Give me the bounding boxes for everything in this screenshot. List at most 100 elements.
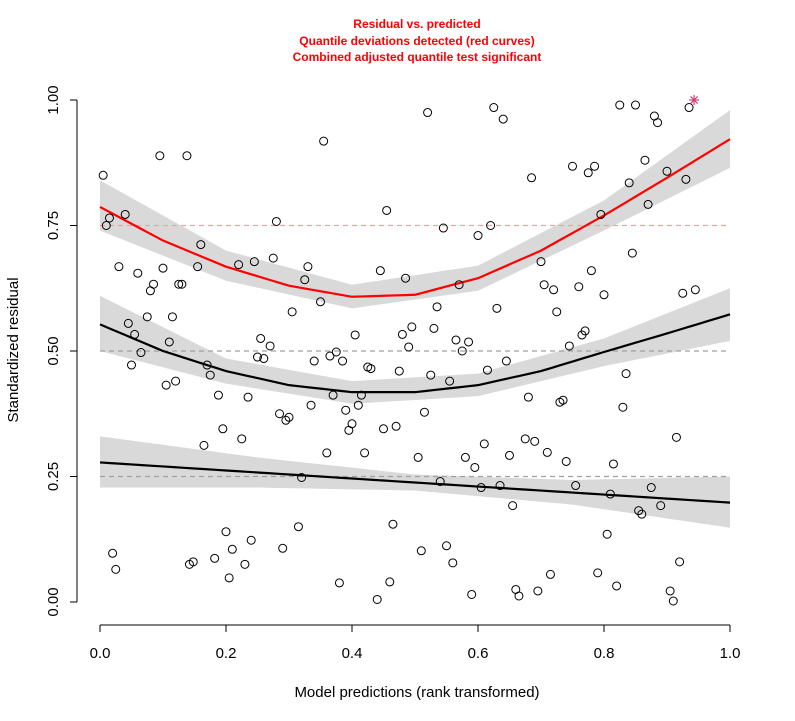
data-point xyxy=(542,447,552,457)
data-point xyxy=(438,223,448,233)
data-point xyxy=(300,275,310,285)
data-point xyxy=(435,477,445,487)
title-line-3: Combined adjusted quantile test signific… xyxy=(293,50,542,64)
y-axis: 0.00 0.25 0.50 0.75 1.00 xyxy=(45,85,78,617)
data-point xyxy=(549,285,559,295)
quantile-fit-q0.25 xyxy=(99,461,731,504)
data-point xyxy=(385,577,395,587)
data-point xyxy=(624,178,634,188)
data-point xyxy=(104,213,114,223)
data-point xyxy=(224,573,234,583)
data-point xyxy=(391,421,401,431)
data-point xyxy=(210,553,220,563)
x-tick-label: 0.2 xyxy=(216,645,237,662)
y-tick-label: 0.00 xyxy=(45,587,62,616)
data-point xyxy=(482,365,492,375)
data-point xyxy=(621,369,631,379)
data-point xyxy=(394,366,404,376)
data-point xyxy=(347,419,357,429)
data-point xyxy=(188,557,198,567)
data-point xyxy=(568,161,577,171)
data-point xyxy=(599,290,609,300)
data-point xyxy=(530,436,540,446)
data-point xyxy=(489,103,499,113)
quantile-fit-lines xyxy=(99,138,731,504)
data-point xyxy=(464,337,474,347)
data-point xyxy=(454,280,464,290)
y-tick-label: 0.75 xyxy=(45,211,62,240)
data-point xyxy=(130,329,140,339)
data-point xyxy=(259,354,269,364)
data-point xyxy=(451,335,461,345)
data-point xyxy=(404,342,414,352)
data-point xyxy=(164,337,174,347)
data-point xyxy=(605,489,615,499)
data-point xyxy=(580,326,590,336)
data-point xyxy=(372,594,382,604)
data-point xyxy=(571,481,581,491)
data-point xyxy=(158,263,168,273)
data-point xyxy=(684,103,694,113)
data-point xyxy=(668,596,678,606)
data-point xyxy=(495,481,505,491)
title-line-2: Quantile deviations detected (red curves… xyxy=(299,34,534,48)
data-point xyxy=(331,347,341,357)
data-point xyxy=(98,170,108,180)
data-point xyxy=(246,535,256,545)
data-point xyxy=(536,257,546,267)
data-point xyxy=(271,216,281,226)
data-point xyxy=(640,155,650,165)
data-point xyxy=(127,360,136,370)
x-axis: 0.0 0.2 0.4 0.6 0.8 1.0 xyxy=(90,624,740,662)
data-point xyxy=(445,376,455,386)
data-point xyxy=(278,543,288,553)
data-point xyxy=(193,262,203,272)
data-point xyxy=(356,390,366,400)
data-point xyxy=(303,262,313,272)
residual-points xyxy=(98,100,700,606)
data-point xyxy=(416,546,426,556)
data-point xyxy=(334,578,344,588)
data-point xyxy=(353,400,363,410)
data-point xyxy=(419,407,429,417)
data-point xyxy=(539,280,549,290)
data-point xyxy=(653,118,663,128)
data-point xyxy=(448,558,458,568)
data-point xyxy=(101,221,111,230)
data-point xyxy=(498,114,508,124)
data-point xyxy=(486,221,496,230)
data-point xyxy=(281,415,291,425)
data-point xyxy=(234,260,244,270)
data-point xyxy=(123,318,133,328)
data-point xyxy=(202,360,212,370)
x-tick-label: 0.8 xyxy=(594,645,615,662)
data-point xyxy=(268,253,278,263)
data-point xyxy=(379,424,388,434)
data-point xyxy=(182,151,192,161)
data-point xyxy=(460,452,470,462)
x-tick-label: 0.0 xyxy=(90,645,111,662)
data-point xyxy=(155,151,165,161)
data-point xyxy=(218,424,228,434)
y-axis-title: Standardized residual xyxy=(5,277,22,422)
data-point xyxy=(341,405,351,415)
data-point xyxy=(133,268,143,278)
data-point xyxy=(240,559,250,569)
data-point xyxy=(527,173,537,183)
data-point xyxy=(413,452,423,462)
data-point xyxy=(325,351,335,361)
data-point xyxy=(574,282,584,292)
data-point xyxy=(174,279,184,289)
y-tick-label: 0.25 xyxy=(45,462,62,491)
data-point xyxy=(442,541,451,551)
data-point xyxy=(316,297,325,307)
data-point xyxy=(476,483,486,493)
data-point xyxy=(596,209,606,219)
data-point xyxy=(142,312,152,322)
data-point xyxy=(177,279,187,289)
confidence-bands xyxy=(100,110,730,528)
quantile-fit-q0.75 xyxy=(99,138,731,298)
outlier-asterisk xyxy=(689,95,700,105)
data-point xyxy=(297,473,307,482)
